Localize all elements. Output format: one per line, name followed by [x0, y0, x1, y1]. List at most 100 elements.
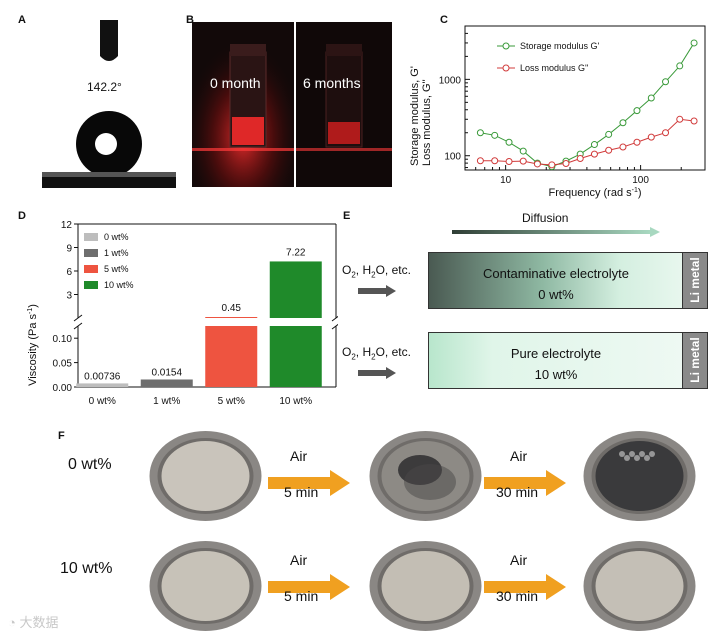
viscosity-legend-label: 5 wt%: [104, 264, 129, 274]
li-coin-surface: [381, 551, 470, 621]
viscosity-value-label: 7.22: [286, 247, 306, 258]
rheology-ylabel-loss: Loss modulus, G'': [421, 79, 433, 166]
reagent-arrow-bottom: [358, 367, 396, 379]
viscosity-y-tick-label: 9: [66, 244, 72, 255]
viscosity-y-tick-label: 6: [66, 267, 72, 278]
li-coin-bubble: [619, 451, 625, 457]
li-coin-photo: [149, 541, 262, 631]
diffusion-label: Diffusion: [522, 211, 569, 225]
air-arrow-head: [546, 470, 566, 496]
rheology-point-loss: [533, 160, 541, 168]
air-arrow-shaft: [484, 477, 548, 489]
rheology-y-tick-label: 1000: [439, 75, 462, 86]
li-coin-photo: [583, 541, 696, 631]
rheology-line-storage: [480, 42, 695, 168]
rheology-point-storage: [519, 147, 527, 155]
rheology-point-storage: [619, 119, 627, 127]
air-arrow-head: [330, 574, 350, 600]
rheology-point-loss: [690, 117, 698, 125]
viscosity-x-tick-label: 0 wt%: [89, 396, 116, 407]
air-arrow-top-label: Air: [510, 552, 528, 568]
air-arrow-bottom-label: 5 min: [284, 588, 319, 604]
air-arrow: [268, 574, 350, 600]
rheology-point-loss: [647, 133, 655, 141]
viscosity-y-tick-label: 3: [66, 291, 72, 302]
rheology-x-tick-label: 10: [500, 175, 512, 186]
panel-label-a: A: [18, 14, 26, 26]
rheology-x-tick-label: 100: [632, 175, 649, 186]
air-arrow: [484, 574, 566, 600]
rheology-point-loss: [619, 143, 627, 151]
rheology-point-storage: [476, 129, 484, 137]
reagents-bottom: O2, H2O, etc.: [342, 345, 411, 362]
viscosity-x-tick-label: 10 wt%: [279, 396, 312, 407]
diffusion-arrow: [452, 227, 660, 237]
li-coin-photo: [369, 541, 482, 631]
panel-label-c: C: [440, 14, 448, 26]
vial-caption-6-months: 6 months: [303, 75, 361, 91]
viscosity-y-tick-label: 12: [61, 220, 73, 231]
li-metal-bottom: Li metal: [682, 332, 708, 389]
rheology-point-loss: [633, 138, 641, 146]
viscosity-axis-break: [331, 323, 338, 330]
watermark: ◔ 大数据: [8, 615, 59, 630]
rheology-frame: [464, 25, 706, 171]
electrolyte-box-contaminative: Contaminative electrolyte 0 wt%: [428, 252, 684, 309]
air-arrow: [268, 470, 350, 496]
reagent-arrow-top: [358, 285, 396, 297]
li-coin-photo: [149, 431, 262, 521]
reagents-top: O2, H2O, etc.: [342, 263, 411, 280]
air-arrow-head: [330, 470, 350, 496]
viscosity-x-tick-label: 1 wt%: [153, 396, 180, 407]
li-coin-photo: [583, 431, 696, 521]
panel-label-b: B: [186, 14, 194, 26]
air-arrow-bottom-label: 30 min: [496, 588, 539, 604]
rheology-point-loss: [548, 161, 556, 169]
li-coin-surface: [595, 551, 684, 621]
viscosity-bar-upper: [269, 261, 322, 318]
rheology-point-storage: [676, 62, 684, 70]
viscosity-ylabel: Viscosity (Pa s-1): [27, 304, 39, 386]
contact-angle-photo: [42, 20, 176, 188]
li-coin-bubble: [644, 455, 650, 461]
air-arrow-bottom-label: 5 min: [284, 484, 319, 500]
air-arrow-bottom-label: 30 min: [496, 484, 539, 500]
viscosity-axis-break: [73, 314, 83, 322]
viscosity-value-label: 0.00736: [84, 371, 121, 382]
li-coin-photo: [369, 431, 482, 521]
viscosity-x-tick-label: 5 wt%: [218, 396, 245, 407]
panel-label-e: E: [343, 210, 351, 222]
viscosity-legend-swatch: [84, 265, 98, 273]
air-arrow-shaft: [268, 581, 332, 593]
rheology-point-loss: [576, 154, 584, 162]
rheology-point-storage: [690, 39, 698, 47]
li-coin-bubble: [624, 455, 630, 461]
rheology-legend-label: Storage modulus G': [520, 41, 600, 51]
rheology-point-loss: [505, 157, 513, 165]
rheology-xlabel: Frequency (rad s-1): [548, 187, 641, 199]
rheology-legend-label: Loss modulus G'': [520, 63, 589, 73]
rheology-point-loss: [590, 150, 598, 158]
rheology-ylabel-storage: Storage modulus, G': [409, 66, 421, 166]
rheology-point-storage: [633, 107, 641, 115]
rheology-point-loss: [605, 146, 613, 154]
electrolyte-title-contaminative: Contaminative electrolyte: [483, 266, 629, 281]
li-coin-surface: [161, 441, 250, 511]
viscosity-y-tick-label: 0.00: [53, 383, 73, 394]
panel-label-f: F: [58, 430, 65, 442]
rheology-point-loss: [491, 157, 499, 165]
rheology-point-storage: [605, 130, 613, 138]
electrolyte-sub-contaminative: 0 wt%: [538, 287, 574, 302]
rheology-point-loss: [562, 160, 570, 168]
rheology-point-storage: [505, 138, 513, 146]
air-row-label: 10 wt%: [60, 560, 113, 577]
li-coin-bubble: [629, 451, 635, 457]
vial-caption-0-month: 0 month: [210, 75, 261, 91]
rheology-point-storage: [647, 94, 655, 102]
viscosity-bar: [76, 383, 129, 387]
rheology-point-loss: [676, 115, 684, 123]
li-metal-top: Li metal: [682, 252, 708, 309]
viscosity-legend-label: 10 wt%: [104, 280, 134, 290]
viscosity-legend-label: 0 wt%: [104, 232, 129, 242]
rheology-point-loss: [519, 157, 527, 165]
